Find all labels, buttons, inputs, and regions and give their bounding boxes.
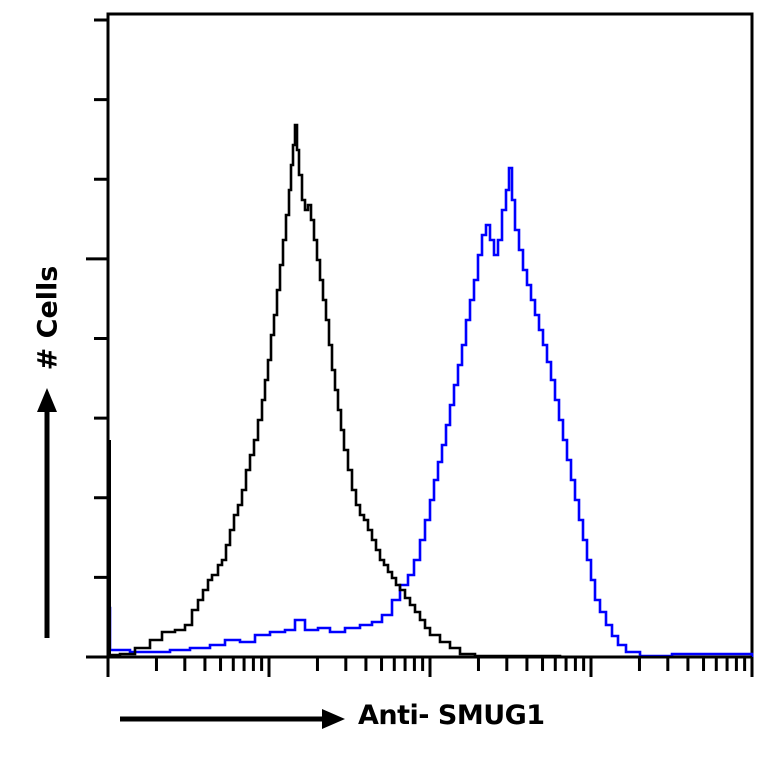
y-arrow-head-icon	[37, 388, 57, 412]
axis-arrows	[37, 388, 345, 729]
y-axis-label: # Cells	[32, 265, 64, 371]
x-axis-label: Anti- SMUG1	[358, 700, 545, 731]
x-axis-ticks	[106, 657, 754, 677]
series-isotype-control	[108, 123, 752, 659]
plot-border	[106, 12, 754, 657]
series-anti-smug1	[108, 166, 754, 658]
y-axis-ticks	[86, 18, 108, 659]
histogram-series	[107, 123, 754, 659]
x-arrow-head-icon	[322, 709, 345, 729]
